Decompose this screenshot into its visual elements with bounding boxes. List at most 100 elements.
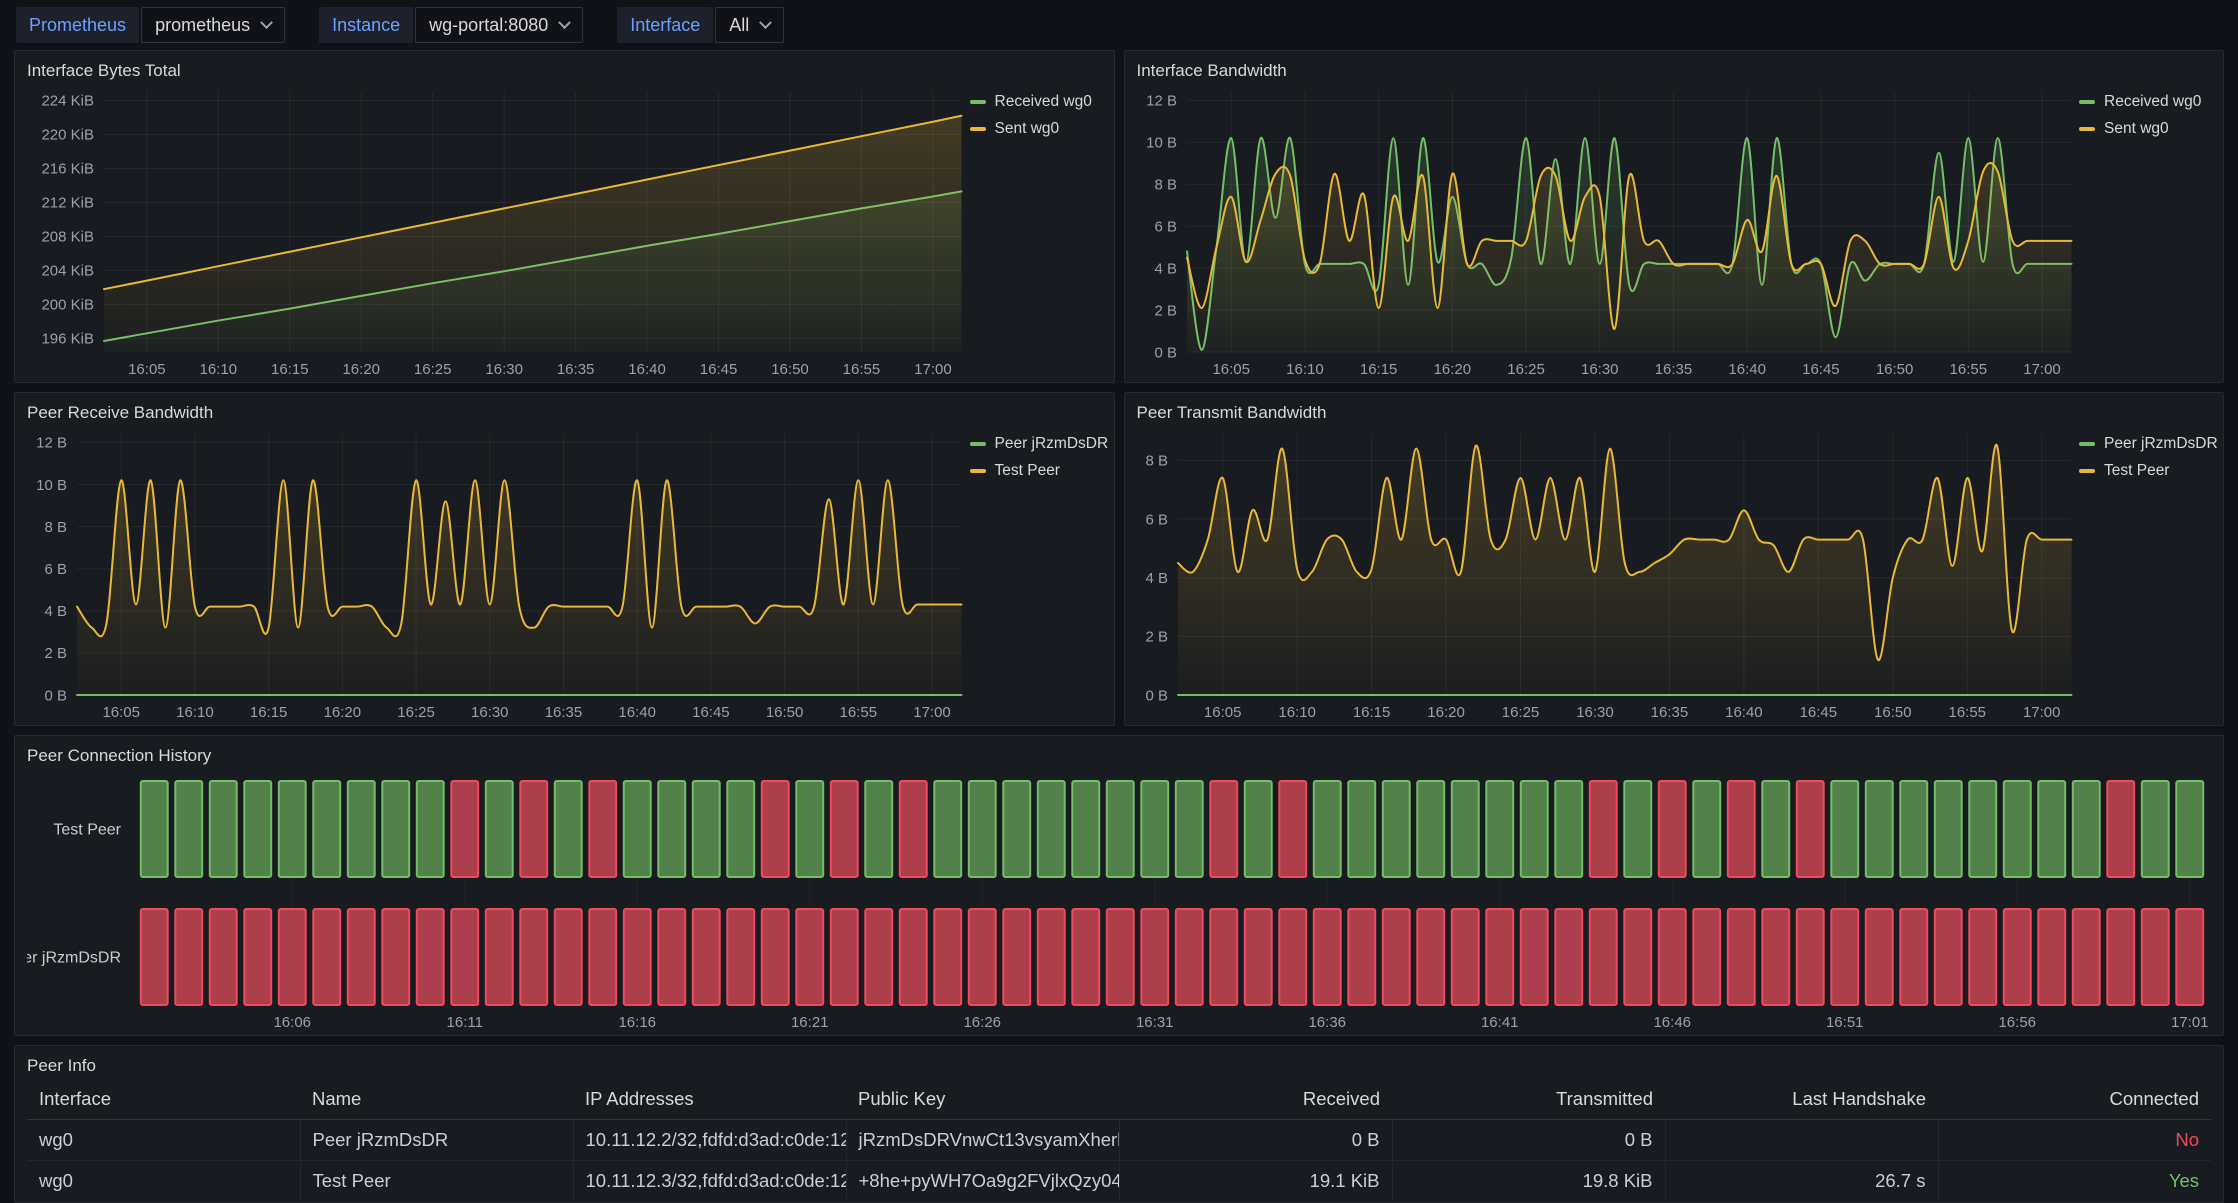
legend-item[interactable]: Received wg0 [969, 88, 1102, 115]
svg-text:16:30: 16:30 [485, 361, 523, 378]
var-label-prometheus: Prometheus [16, 7, 140, 43]
peer-connection-history-chart[interactable]: 16:06 16:11 16:16 16:21 16:26 16:31 16:36 16:41… [27, 769, 2211, 1035]
svg-text:208 KiB: 208 KiB [41, 229, 94, 246]
svg-text:16:46: 16:46 [1653, 1014, 1691, 1031]
svg-text:0 B: 0 B [1145, 687, 1168, 704]
svg-text:16:15: 16:15 [1352, 704, 1390, 721]
svg-text:4 B: 4 B [1154, 260, 1177, 277]
svg-text:16:40: 16:40 [1725, 704, 1763, 721]
panel-title[interactable]: Peer Transmit Bandwidth [1136, 403, 1327, 422]
svg-text:8 B: 8 B [44, 519, 67, 536]
interface-bytes-total-chart[interactable]: 196 KiB 200 KiB 204 KiB 208 KiB 212 KiB 216 K… [27, 84, 970, 382]
peer-receive-bandwidth-chart[interactable]: 0 B 2 B 4 B 6 B 8 B 10 B 12 B 16:05 16:10 16:15 16… [27, 426, 970, 725]
panel-title[interactable]: Peer Info [27, 1056, 96, 1075]
svg-text:17:00: 17:00 [913, 704, 951, 721]
var-select-instance[interactable]: wg-portal:8080 [415, 7, 584, 43]
legend-item[interactable]: Peer jRzmDsDR [2079, 430, 2218, 457]
var-label-interface: Interface [617, 7, 714, 43]
var-select-interface[interactable]: All [715, 7, 785, 43]
svg-text:16:31: 16:31 [1136, 1014, 1174, 1031]
panel-interface-bytes-total: Interface Bytes Total 196 KiB 200 KiB 204 … [14, 50, 1115, 383]
svg-text:16:35: 16:35 [545, 704, 583, 721]
legend-item[interactable]: Sent wg0 [969, 115, 1102, 142]
svg-text:16:11: 16:11 [447, 1014, 483, 1031]
svg-text:220 KiB: 220 KiB [41, 127, 94, 144]
svg-text:16:25: 16:25 [414, 361, 452, 378]
var-value-text: prometheus [155, 14, 251, 35]
chart-area: 0 B 2 B 4 B 6 B 8 B 10 B 12 B 16:05 16:10 16:15 16… [27, 426, 1108, 725]
legend-item[interactable]: Peer jRzmDsDR [969, 430, 1108, 457]
svg-text:16:15: 16:15 [250, 704, 288, 721]
chart-area: 196 KiB 200 KiB 204 KiB 208 KiB 212 KiB 216 K… [27, 84, 1102, 382]
var-value-text: wg-portal:8080 [429, 14, 549, 35]
peer-transmit-bandwidth-chart[interactable]: 0 B 2 B 4 B 6 B 8 B 16:05 16:10 16:15 16:20 16:25… [1137, 426, 2080, 725]
legend-label: Peer jRzmDsDR [2104, 434, 2218, 452]
cell-received: 0 B [1119, 1119, 1393, 1161]
svg-text:0 B: 0 B [1154, 344, 1177, 361]
svg-text:200 KiB: 200 KiB [41, 297, 94, 314]
svg-text:16:05: 16:05 [1212, 361, 1250, 378]
svg-text:16:35: 16:35 [1650, 704, 1688, 721]
var-group-interface: Interface All [617, 7, 785, 43]
column-header-interface[interactable]: Interface [27, 1079, 300, 1120]
svg-text:204 KiB: 204 KiB [41, 263, 94, 280]
legend-swatch [2079, 441, 2095, 446]
chart-legend: Peer jRzmDsDR Test Peer [969, 426, 1108, 725]
svg-text:16:45: 16:45 [1799, 704, 1837, 721]
column-header-received[interactable]: Received [1119, 1079, 1392, 1120]
legend-swatch [969, 468, 986, 473]
svg-text:16:10: 16:10 [200, 361, 238, 378]
svg-text:16:30: 16:30 [471, 704, 509, 721]
svg-text:10 B: 10 B [36, 477, 67, 494]
interface-bandwidth-chart[interactable]: 0 B 2 B 4 B 6 B 8 B 10 B 12 B 16:05 16:10 16:15 16… [1137, 84, 2080, 382]
column-header-connected[interactable]: Connected [1938, 1079, 2211, 1120]
panel-title[interactable]: Interface Bytes Total [27, 61, 181, 80]
panel-peer-transmit-bandwidth: Peer Transmit Bandwidth 0 B 2 B 4 B 6 B 8 B 1… [1123, 392, 2224, 726]
panel-title[interactable]: Peer Connection History [27, 746, 212, 765]
chevron-down-icon [759, 15, 773, 29]
column-header-handshake[interactable]: Last Handshake [1665, 1079, 1938, 1120]
svg-text:16:26: 16:26 [963, 1014, 1001, 1031]
svg-text:16:25: 16:25 [397, 704, 435, 721]
svg-text:16:45: 16:45 [700, 361, 738, 378]
svg-text:16:15: 16:15 [271, 361, 309, 378]
column-header-name[interactable]: Name [300, 1079, 573, 1120]
table-area: Interface Name IP Addresses Public Key Recei… [27, 1079, 2211, 1202]
legend-label: Received wg0 [994, 92, 1092, 110]
svg-text:16:36: 16:36 [1308, 1014, 1346, 1031]
svg-text:10 B: 10 B [1146, 135, 1177, 152]
column-header-ips[interactable]: IP Addresses [573, 1079, 846, 1120]
panel-title[interactable]: Peer Receive Bandwidth [27, 403, 214, 422]
svg-text:16:35: 16:35 [1654, 361, 1692, 378]
panel-title[interactable]: Interface Bandwidth [1136, 61, 1287, 80]
svg-text:12 B: 12 B [1146, 93, 1177, 110]
legend-label: Sent wg0 [2104, 119, 2169, 137]
var-select-datasource[interactable]: prometheus [141, 7, 286, 43]
legend-item[interactable]: Received wg0 [2079, 88, 2211, 115]
var-value-text: All [729, 14, 750, 35]
svg-text:16:20: 16:20 [324, 704, 362, 721]
svg-text:16:05: 16:05 [128, 361, 166, 378]
legend-label: Peer jRzmDsDR [994, 434, 1109, 452]
svg-text:16:40: 16:40 [618, 704, 656, 721]
cell-connected: Yes [1938, 1160, 2211, 1201]
svg-text:16:21: 16:21 [791, 1014, 829, 1031]
svg-text:8 B: 8 B [1154, 177, 1177, 194]
svg-text:8 B: 8 B [1145, 453, 1168, 470]
column-header-pubkey[interactable]: Public Key [846, 1079, 1119, 1120]
svg-text:16:25: 16:25 [1507, 361, 1545, 378]
legend-item[interactable]: Sent wg0 [2079, 115, 2211, 142]
column-header-transmitted[interactable]: Transmitted [1392, 1079, 1665, 1120]
legend-item[interactable]: Test Peer [969, 457, 1102, 484]
svg-text:12 B: 12 B [36, 435, 67, 452]
svg-text:196 KiB: 196 KiB [41, 331, 94, 348]
svg-text:16:10: 16:10 [1286, 361, 1324, 378]
svg-text:16:20: 16:20 [1427, 704, 1465, 721]
svg-text:Test Peer: Test Peer [53, 822, 121, 839]
legend-label: Test Peer [2104, 461, 2170, 479]
cell-pubkey: jRzmDsDRVnwCt13vsyamXherk9L9RhR6 [846, 1119, 1120, 1161]
table-header: Interface Name IP Addresses Public Key Recei… [27, 1079, 2211, 1120]
cell-received: 19.1 KiB [1119, 1160, 1393, 1201]
legend-item[interactable]: Test Peer [2079, 457, 2211, 484]
panel-peer-info: Peer Info Interface Name IP Addresses Publi… [14, 1045, 2224, 1203]
